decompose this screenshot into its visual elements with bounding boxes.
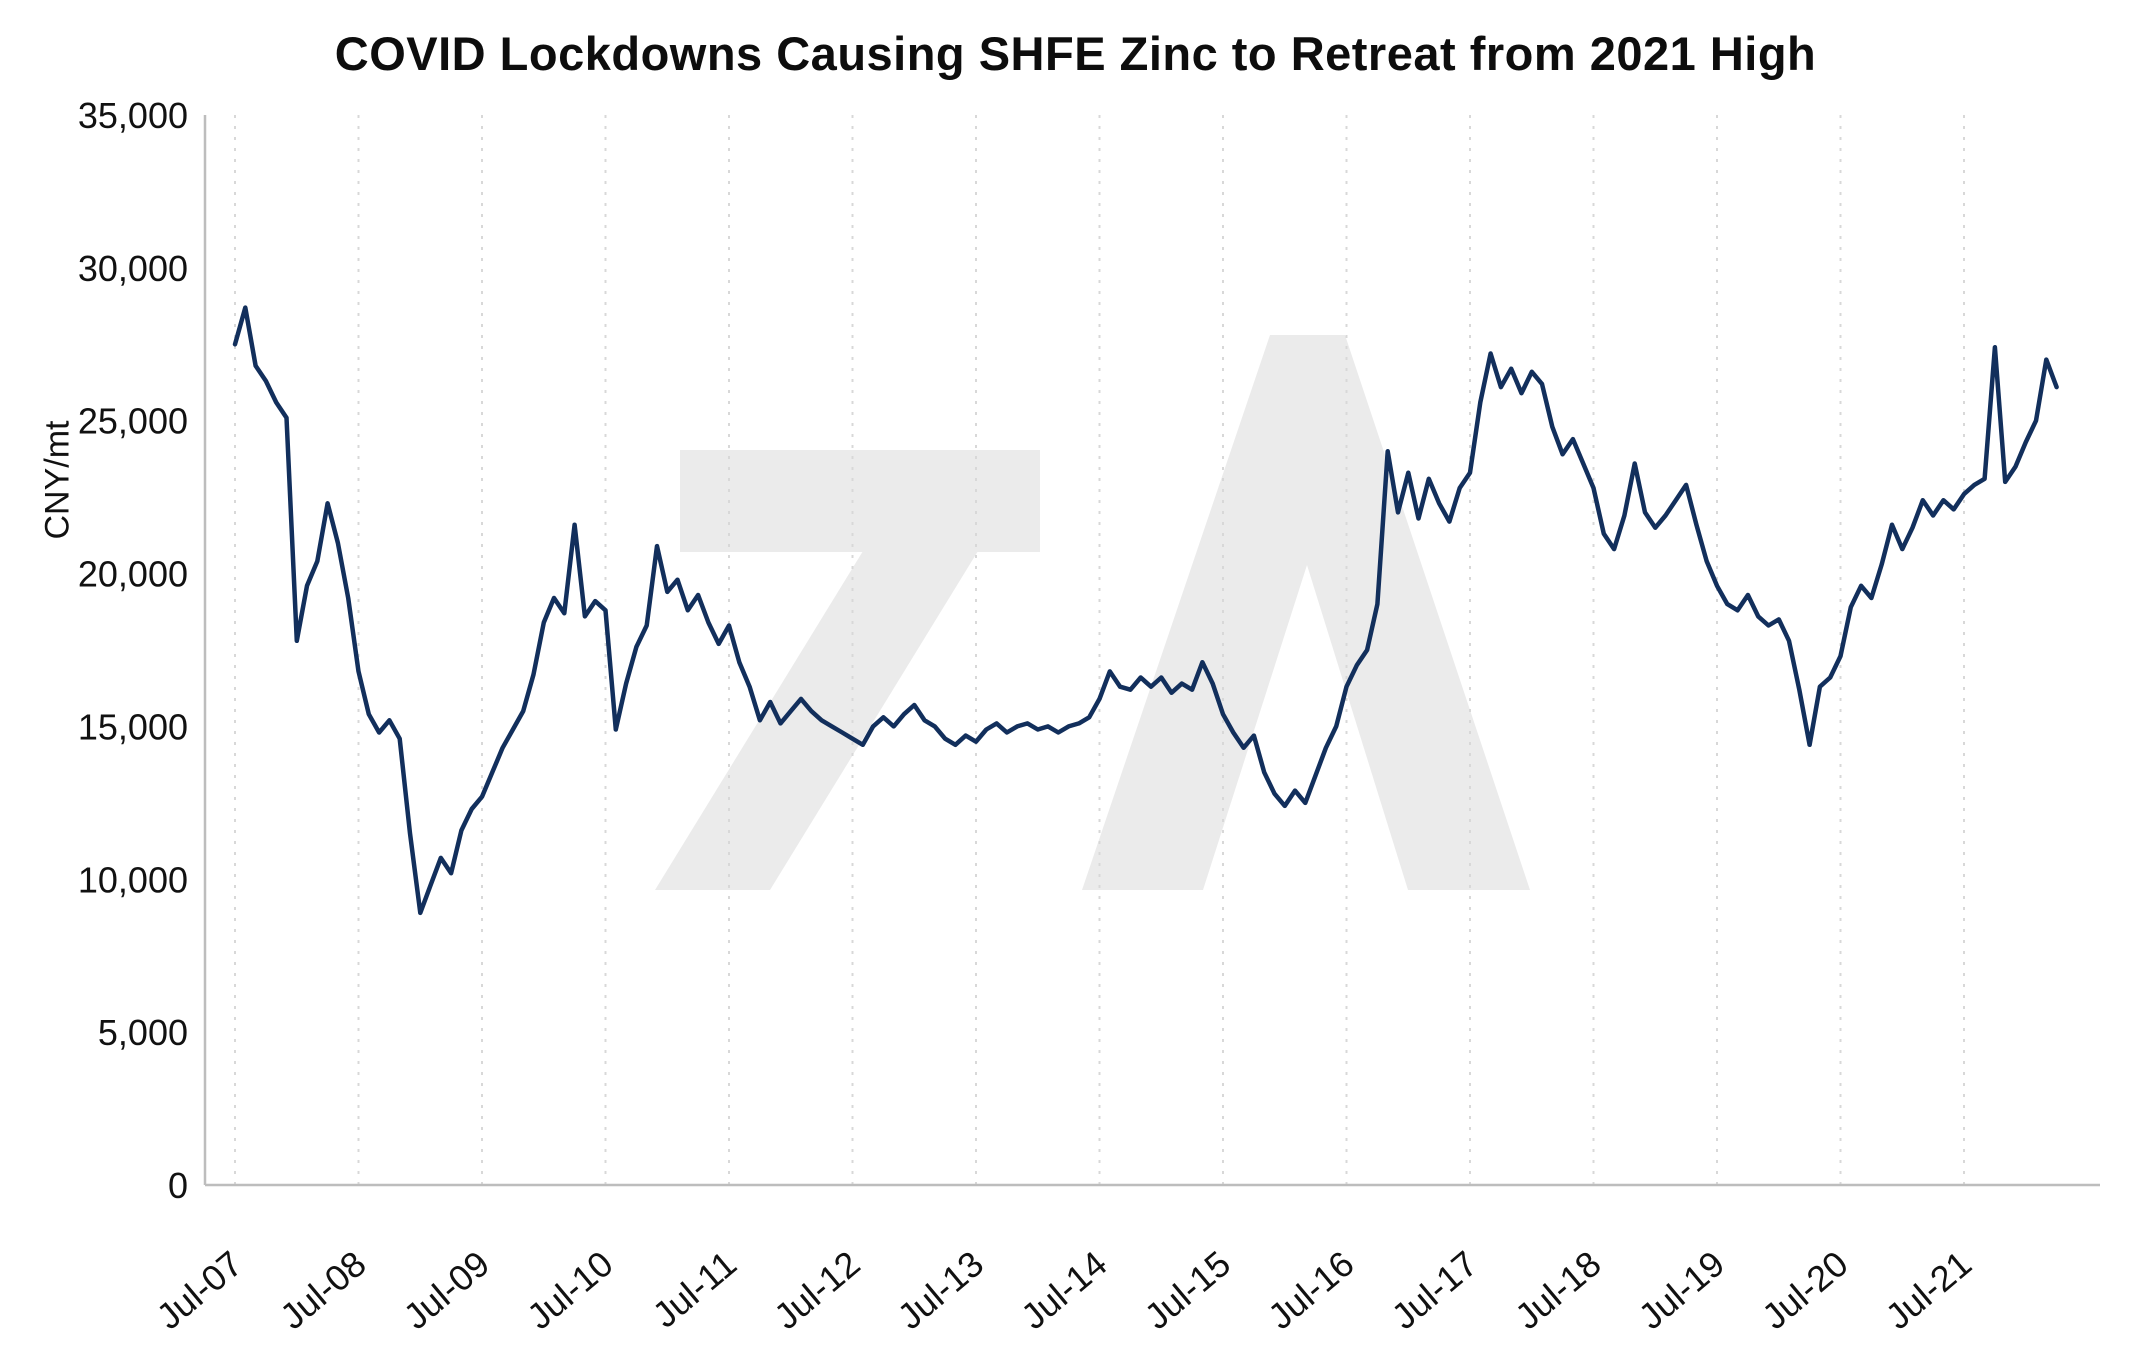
brand-logo-watermark (655, 335, 1530, 890)
x-tick-label: Jul-20 (1754, 1243, 1855, 1337)
x-tick-label: Jul-07 (149, 1243, 250, 1337)
x-tick-label: Jul-21 (1878, 1243, 1979, 1337)
vertical-gridlines (234, 115, 1965, 1185)
price-line (232, 305, 2059, 916)
y-axis-label: CNY/mt (38, 420, 77, 540)
y-tick-label: 35,000 (78, 95, 188, 136)
y-tick-label: 20,000 (78, 554, 188, 595)
chart-title: COVID Lockdowns Causing SHFE Zinc to Ret… (334, 27, 1817, 80)
x-tick-label: Jul-19 (1631, 1243, 1732, 1337)
y-tick-label: 30,000 (78, 248, 188, 289)
y-tick-label: 10,000 (78, 859, 188, 900)
x-tick-label: Jul-14 (1013, 1243, 1114, 1337)
x-tick-label: Jul-17 (1384, 1243, 1485, 1337)
x-tick-label: Jul-15 (1137, 1243, 1238, 1337)
x-tick-labels: Jul-07 Jul-08 Jul-09 Jul-10 Jul-11 Jul-12 Jul-… (149, 1243, 1979, 1337)
x-tick-label: Jul-12 (766, 1243, 867, 1337)
x-tick-label: Jul-18 (1507, 1243, 1608, 1337)
x-tick-label: Jul-13 (890, 1243, 991, 1337)
x-tick-label: Jul-08 (272, 1243, 373, 1337)
x-tick-label: Jul-10 (519, 1243, 620, 1337)
y-tick-label: 5,000 (98, 1012, 188, 1053)
y-tick-label: 15,000 (78, 706, 188, 747)
y-tick-label: 25,000 (78, 401, 188, 442)
x-tick-label: Jul-09 (396, 1243, 497, 1337)
x-tick-label: Jul-11 (645, 1243, 744, 1336)
x-tick-label: Jul-16 (1260, 1243, 1361, 1337)
y-tick-label: 0 (168, 1165, 188, 1206)
y-tick-labels: 0 5,000 10,000 15,000 20,000 25,000 30,000 35,0… (78, 95, 188, 1206)
